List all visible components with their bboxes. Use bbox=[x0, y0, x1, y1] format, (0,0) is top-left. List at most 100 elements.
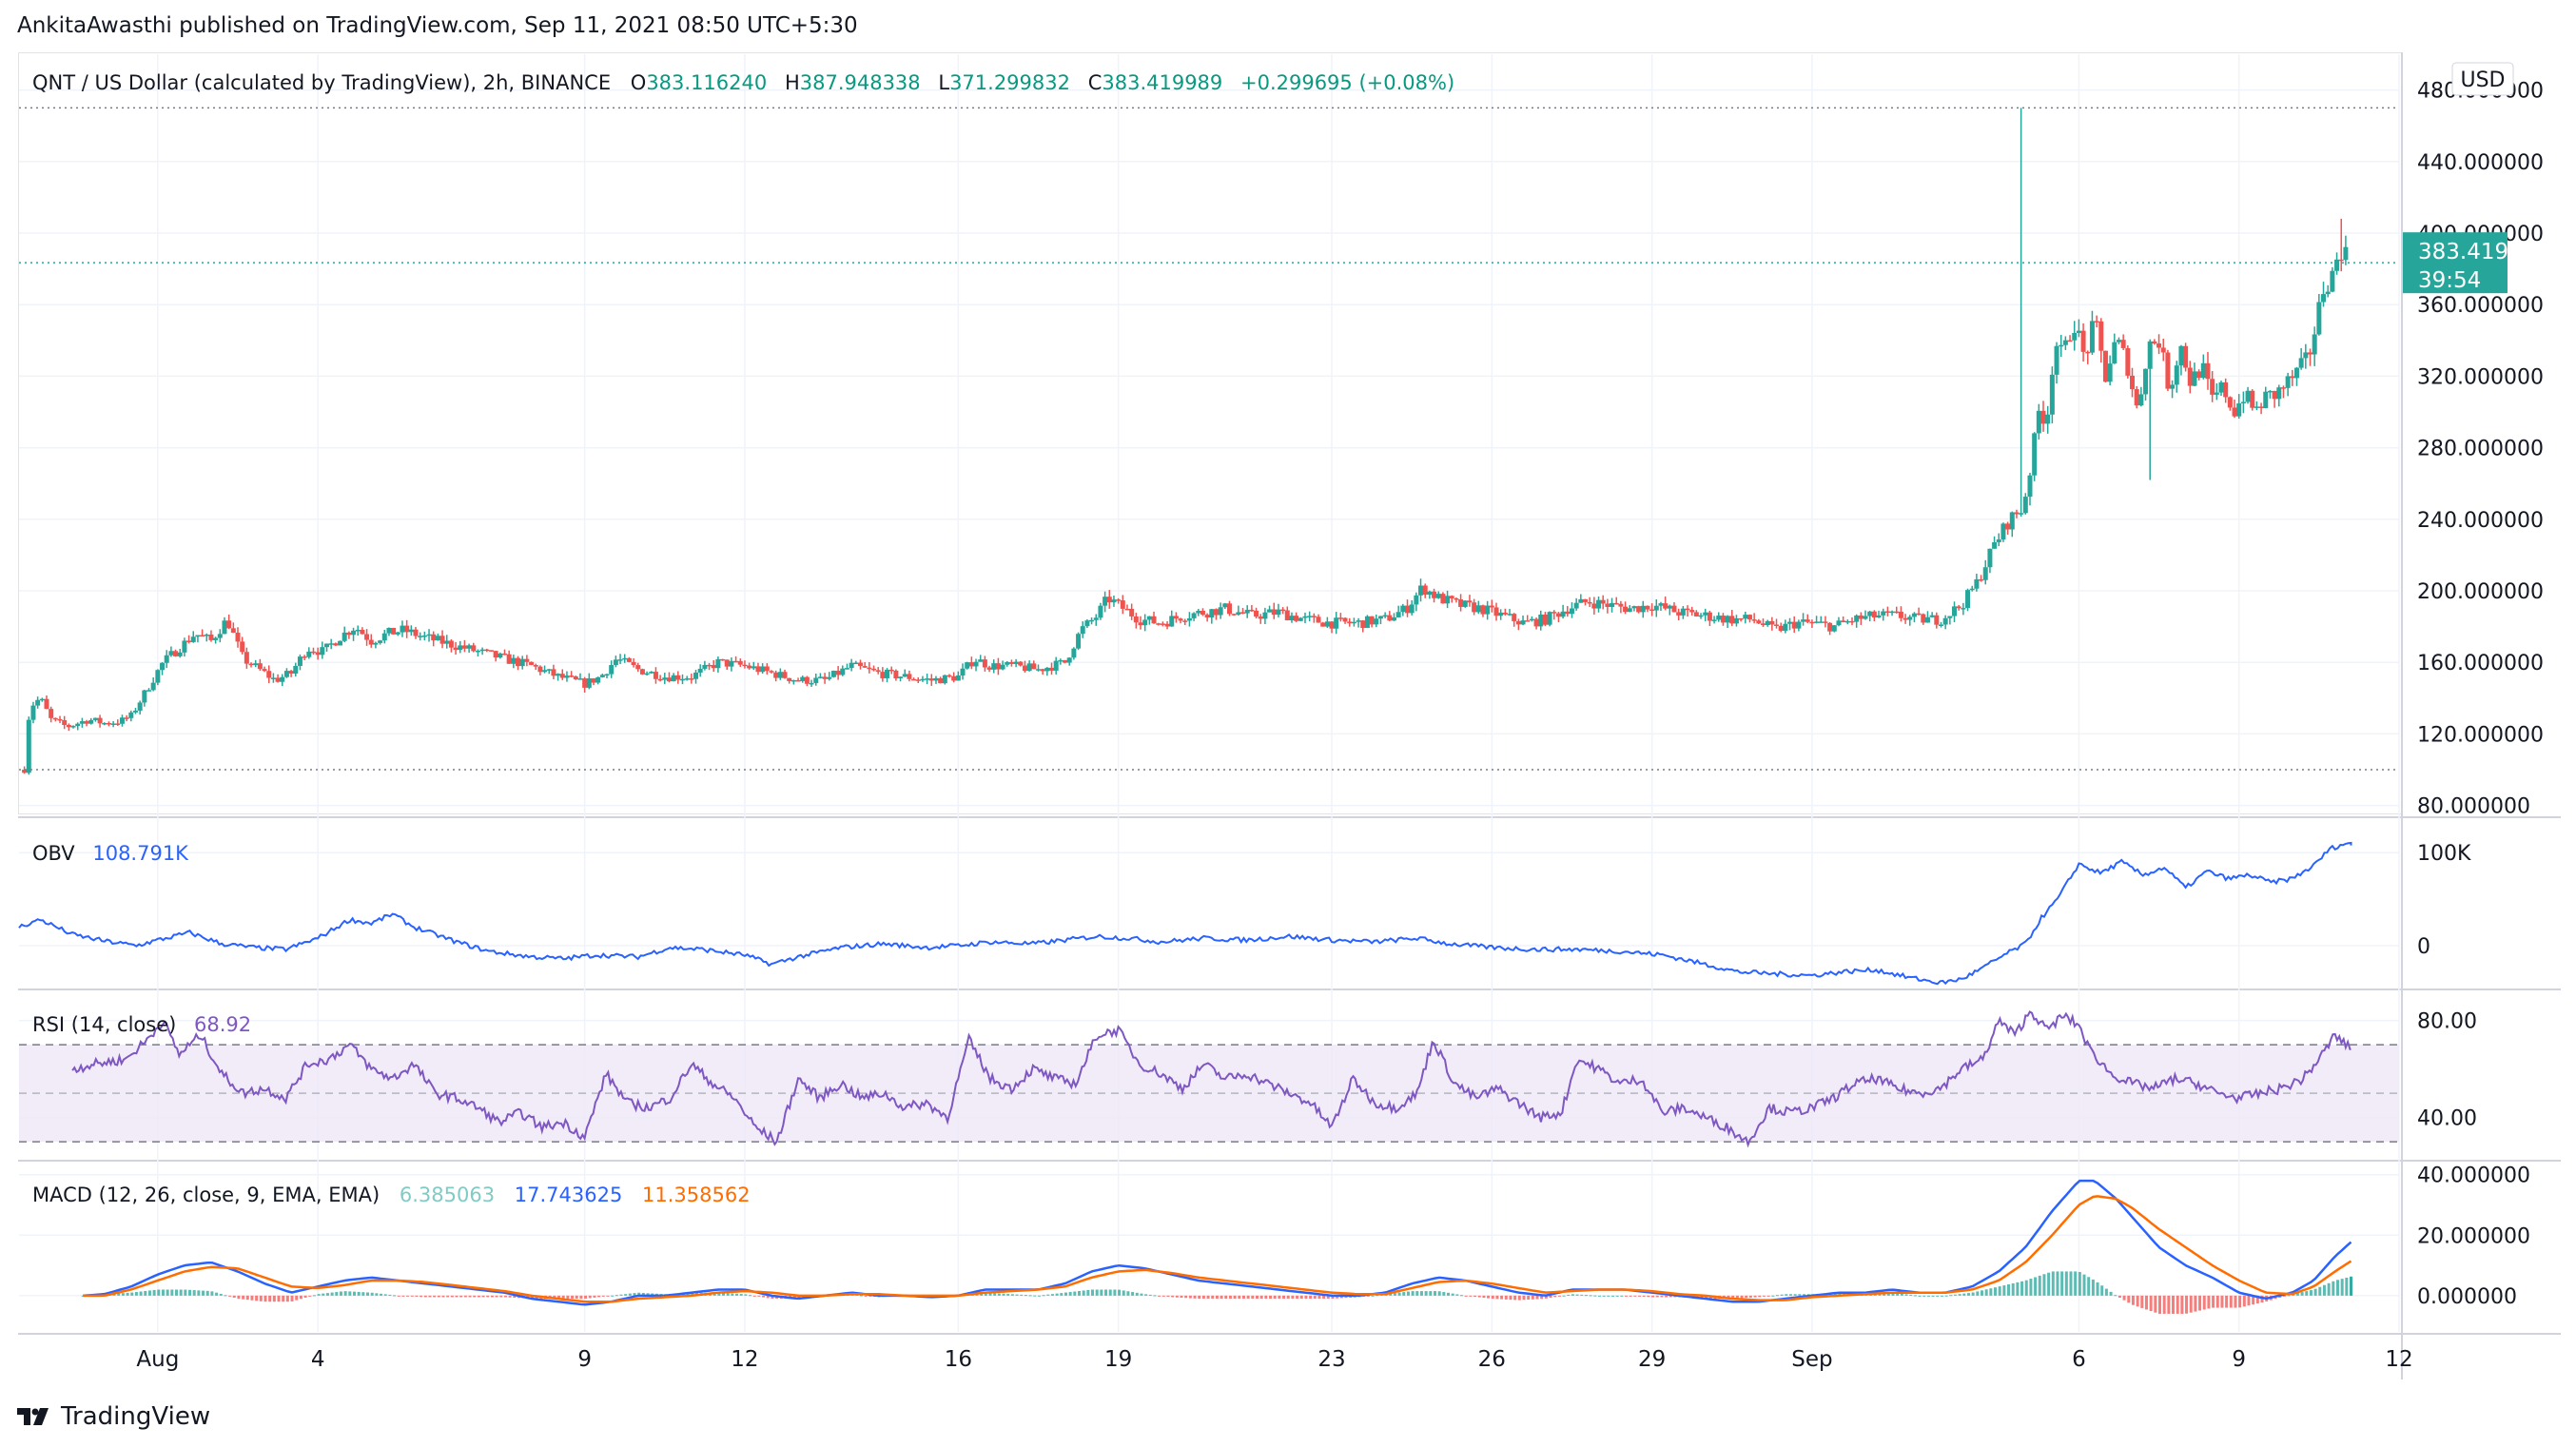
candle-body bbox=[1103, 597, 1108, 606]
macd-hist-bar bbox=[228, 1295, 232, 1297]
candle-body bbox=[1005, 661, 1010, 665]
macd-line bbox=[83, 1179, 2352, 1306]
candle-body bbox=[2143, 368, 2149, 395]
candle-body bbox=[458, 645, 463, 651]
candle-body bbox=[1098, 605, 1103, 618]
macd-hist-bar bbox=[771, 1295, 774, 1300]
time-label-4: 16 bbox=[945, 1347, 972, 1372]
currency-badge[interactable] bbox=[2451, 62, 2514, 96]
candle-body bbox=[1996, 539, 2001, 542]
candle-body bbox=[2076, 330, 2081, 333]
candle-body bbox=[1204, 615, 1210, 618]
candle-body bbox=[582, 678, 588, 688]
candle-body bbox=[1760, 623, 1766, 626]
macd-hist-bar bbox=[2238, 1295, 2242, 1308]
candle-body bbox=[622, 657, 628, 660]
candle-body bbox=[2032, 433, 2038, 476]
candle-body bbox=[2325, 291, 2331, 295]
macd-hist-bar bbox=[993, 1293, 997, 1296]
candle-body bbox=[556, 674, 561, 676]
candle-body bbox=[1026, 663, 1032, 672]
macd-hist-bar bbox=[459, 1295, 463, 1298]
candle-body bbox=[1680, 608, 1686, 616]
macd-hist-bar bbox=[2136, 1295, 2139, 1307]
candle-body bbox=[1409, 604, 1415, 614]
high-value: 387.948338 bbox=[800, 71, 921, 94]
macd-hist-bar bbox=[415, 1295, 419, 1297]
candle-body bbox=[213, 637, 219, 640]
macd-hist-bar bbox=[2252, 1295, 2255, 1305]
candle-body bbox=[1360, 620, 1366, 629]
macd-hist-bar bbox=[1798, 1294, 1802, 1296]
brand-footer: TradingView bbox=[17, 1402, 210, 1431]
candle-body bbox=[1053, 660, 1059, 671]
macd-hist-bar bbox=[1118, 1289, 1122, 1296]
macd-hist-bar bbox=[166, 1289, 169, 1296]
macd-hist-bar bbox=[1255, 1295, 1259, 1300]
candle-body bbox=[1120, 600, 1125, 609]
candle-body bbox=[373, 642, 379, 645]
macd-hist-bar bbox=[1513, 1295, 1517, 1301]
macd-hist-bar bbox=[1620, 1295, 1624, 1297]
candle-body bbox=[466, 645, 472, 649]
price-tick-1: 440.000000 bbox=[2417, 151, 2544, 175]
macd-hist-bar bbox=[2122, 1295, 2126, 1301]
candle-body bbox=[1663, 603, 1669, 609]
tradingview-logo-icon bbox=[17, 1408, 49, 1425]
macd-hist-bar bbox=[1762, 1295, 1766, 1297]
macd-hist-bar bbox=[174, 1289, 178, 1296]
macd-hist-bar bbox=[588, 1295, 592, 1299]
macd-hist-bar bbox=[1077, 1290, 1081, 1296]
candle-body bbox=[599, 675, 605, 677]
macd-hist-bar bbox=[1158, 1295, 1161, 1297]
macd-hist-bar bbox=[571, 1295, 575, 1300]
macd-hist-bar bbox=[441, 1295, 445, 1298]
candle-body bbox=[2067, 340, 2073, 342]
candle-body bbox=[79, 721, 85, 724]
candle-body bbox=[1769, 620, 1775, 625]
candle-body bbox=[946, 675, 952, 677]
macd-hist-value: 6.385063 bbox=[400, 1184, 495, 1206]
indicator-tick-1-0: 100K bbox=[2417, 842, 2471, 866]
macd-hist-bar bbox=[686, 1292, 690, 1296]
candle-body bbox=[1151, 616, 1157, 624]
macd-hist-bar bbox=[152, 1289, 156, 1296]
candle-body bbox=[226, 620, 232, 629]
macd-hist-bar bbox=[1122, 1290, 1125, 1296]
candle-body bbox=[1058, 659, 1064, 662]
macd-hist-bar bbox=[308, 1295, 312, 1297]
macd-hist-bar bbox=[2229, 1295, 2233, 1308]
candle-body bbox=[49, 709, 54, 718]
macd-hist-bar bbox=[348, 1291, 352, 1296]
macd-hist-bar bbox=[468, 1295, 472, 1298]
macd-hist-bar bbox=[530, 1295, 534, 1300]
macd-hist-bar bbox=[1175, 1295, 1179, 1298]
candle-body bbox=[609, 665, 615, 675]
candle-body bbox=[217, 634, 223, 638]
macd-hist-bar bbox=[606, 1295, 610, 1297]
rsi-legend: RSI (14, close) 68.92 bbox=[32, 1013, 251, 1036]
candle-body bbox=[1329, 621, 1335, 629]
candle-body bbox=[1035, 669, 1041, 671]
macd-hist-bar bbox=[2069, 1271, 2073, 1296]
candle-body bbox=[902, 674, 907, 677]
macd-hist-bar bbox=[766, 1295, 770, 1299]
candle-body bbox=[862, 666, 868, 668]
candle-body bbox=[2308, 352, 2313, 355]
candle-body bbox=[827, 676, 832, 679]
macd-hist-bar bbox=[325, 1293, 329, 1296]
candle-body bbox=[75, 723, 81, 727]
macd-hist-bar bbox=[1544, 1295, 1548, 1299]
candle-body bbox=[2223, 382, 2229, 398]
candle-body bbox=[1823, 621, 1828, 623]
candle-body bbox=[2160, 347, 2166, 353]
candle-body bbox=[257, 663, 263, 670]
candle-body bbox=[2014, 512, 2020, 515]
candle-body bbox=[537, 666, 543, 673]
candle-body bbox=[333, 643, 339, 646]
macd-hist-bar bbox=[1393, 1293, 1396, 1296]
macd-hist-bar bbox=[1193, 1295, 1197, 1299]
macd-hist-bar bbox=[2029, 1279, 2033, 1296]
macd-hist-bar bbox=[1299, 1295, 1303, 1300]
macd-hist-bar bbox=[1473, 1295, 1477, 1298]
